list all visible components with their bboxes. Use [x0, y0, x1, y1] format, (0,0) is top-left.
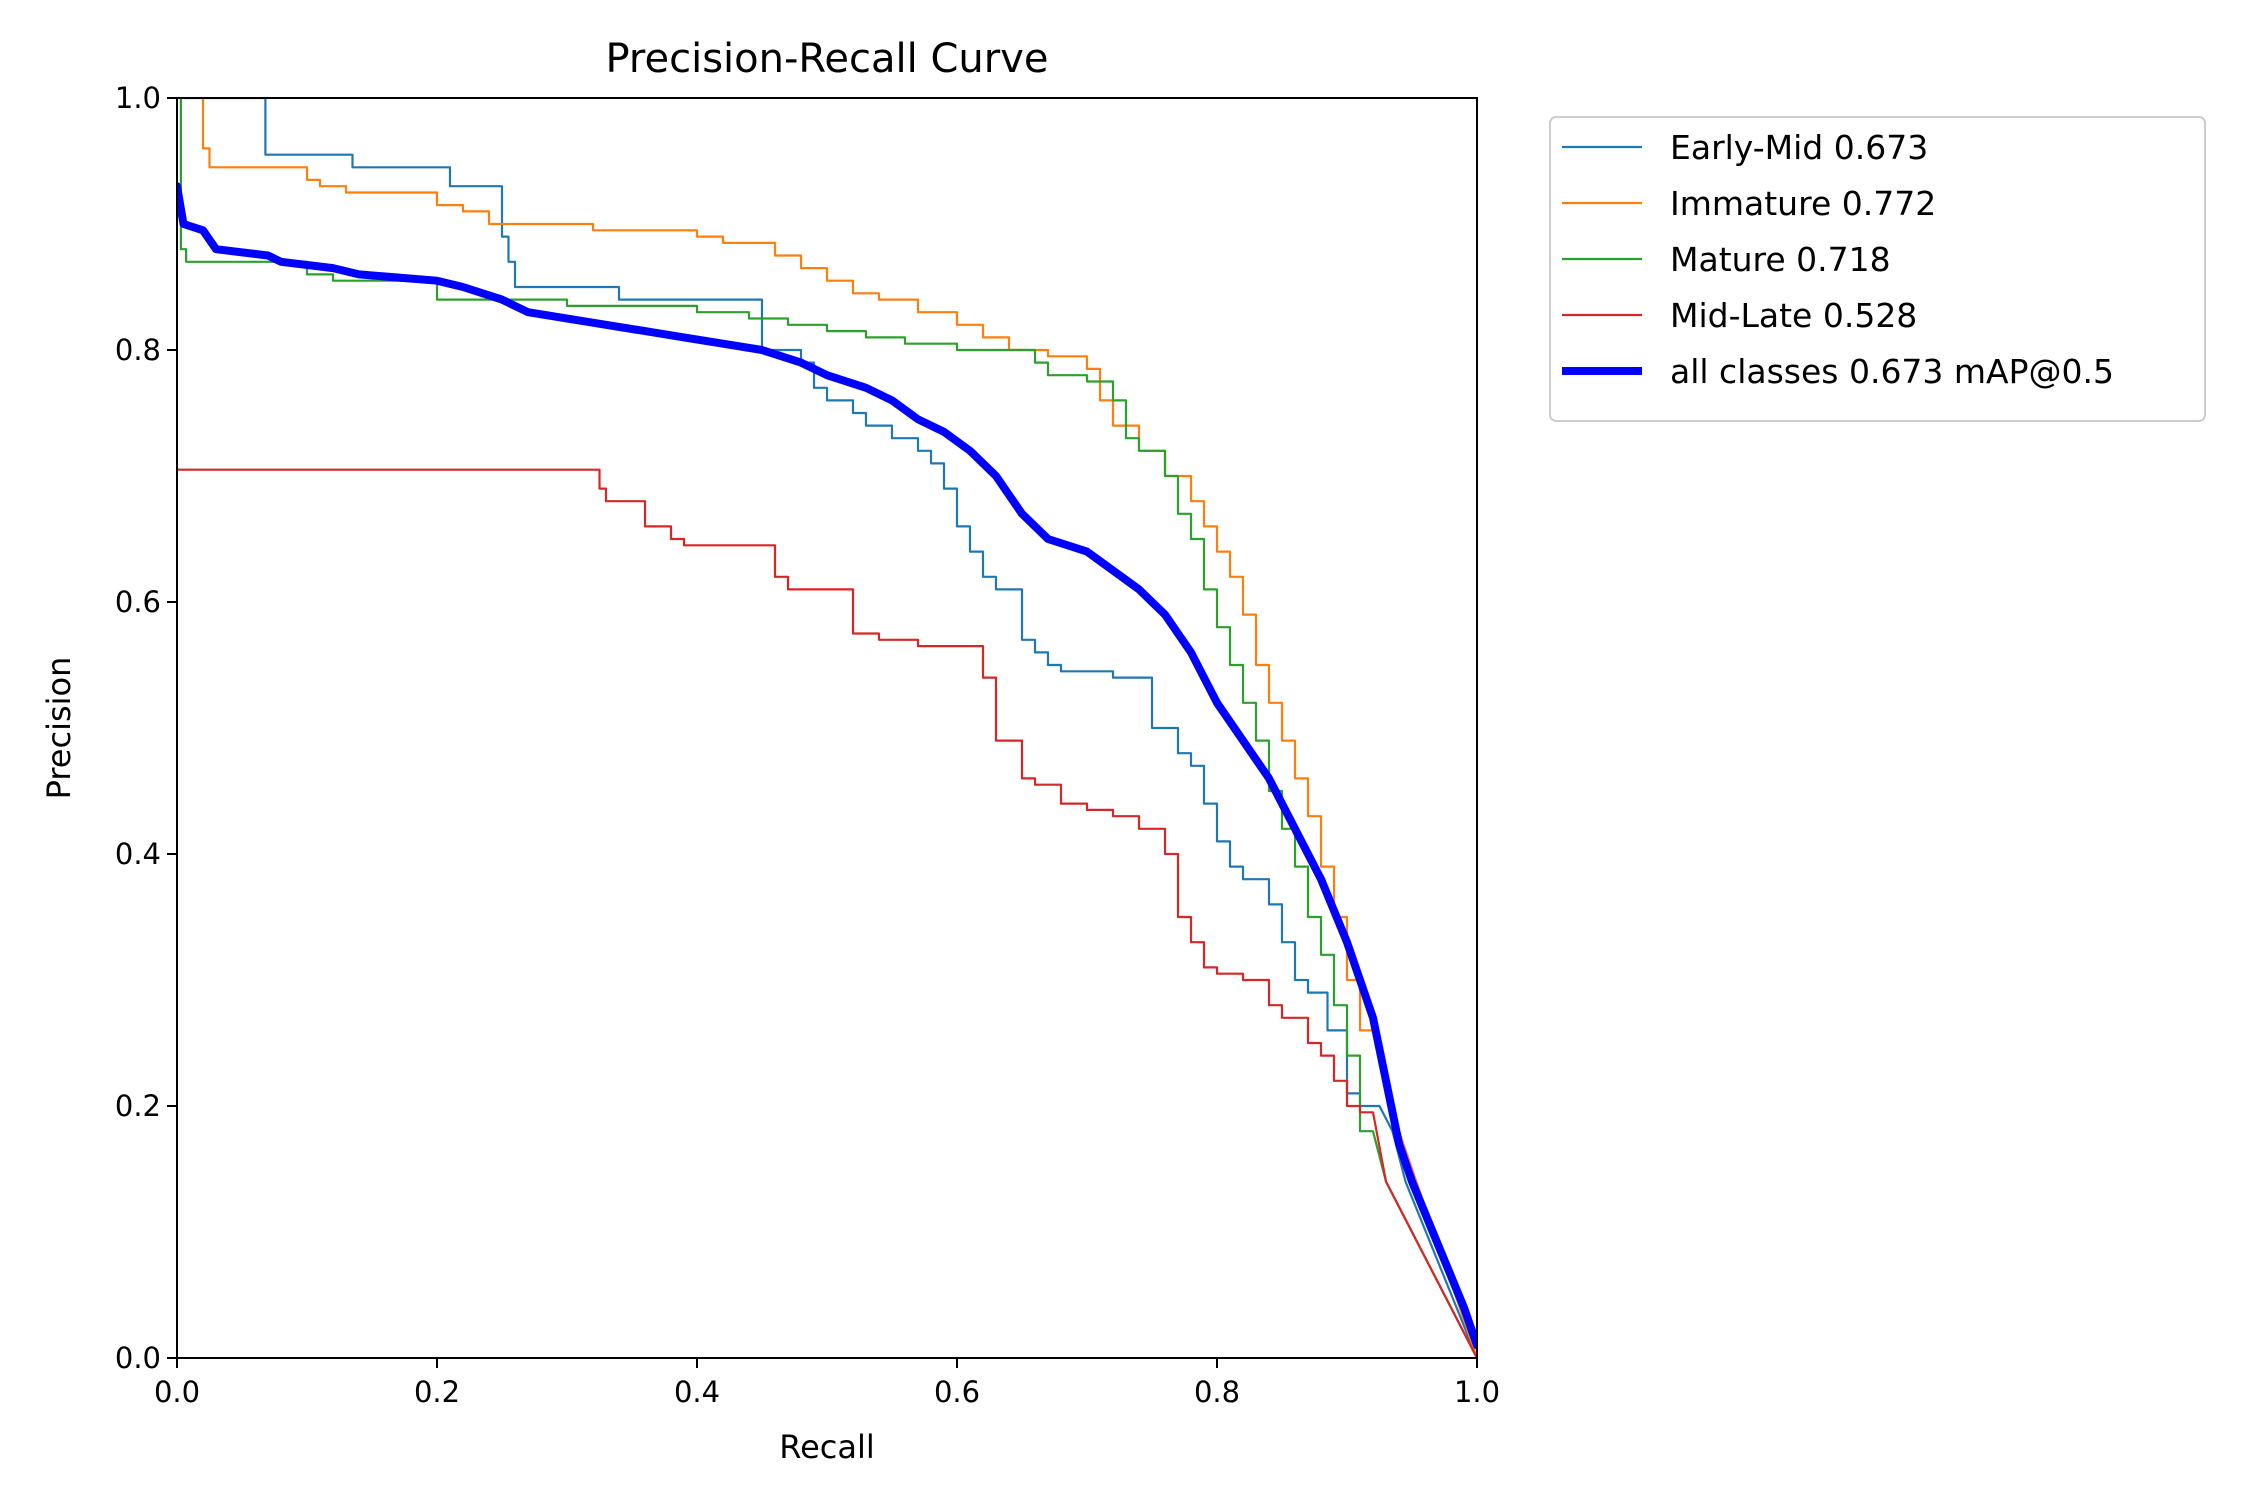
series-line-4 — [177, 182, 1477, 1350]
series-line-0 — [179, 98, 1477, 1358]
x-tick-label: 0.2 — [414, 1375, 460, 1409]
y-tick-label: 0.0 — [115, 1341, 161, 1375]
legend-entry: Mature 0.718 — [1670, 240, 1891, 279]
x-tick-label: 1.0 — [1454, 1375, 1500, 1409]
y-axis-ticks: 0.0 0.2 0.4 0.6 0.8 1.0 — [115, 81, 177, 1375]
y-tick-label: 0.8 — [115, 333, 161, 367]
x-tick-label: 0.4 — [674, 1375, 720, 1409]
series-layer — [177, 98, 1477, 1358]
legend-entry: Mid-Late 0.528 — [1670, 296, 1917, 335]
legend: Early-Mid 0.673 Immature 0.772 Mature 0.71… — [1549, 116, 2206, 422]
y-tick-label: 0.6 — [115, 585, 161, 619]
y-tick-label: 1.0 — [115, 81, 161, 115]
x-tick-label: 0.6 — [934, 1375, 980, 1409]
x-axis-label: Recall — [779, 1428, 874, 1466]
legend-entry: Early-Mid 0.673 — [1670, 128, 1928, 167]
x-axis-ticks: 0.0 0.2 0.4 0.6 0.8 1.0 — [154, 1358, 1500, 1409]
y-axis-label: Precision — [40, 657, 78, 800]
legend-box — [1549, 116, 2206, 422]
series-line-3 — [177, 468, 1477, 1358]
x-tick-label: 0.8 — [1194, 1375, 1240, 1409]
plot-frame — [176, 97, 1478, 1359]
x-tick-label: 0.0 — [154, 1375, 200, 1409]
legend-entry: all classes 0.673 mAP@0.5 — [1670, 352, 2114, 391]
chart-title: Precision-Recall Curve — [606, 36, 1049, 82]
y-tick-label: 0.4 — [115, 837, 161, 871]
legend-entry: Immature 0.772 — [1670, 184, 1936, 223]
series-line-2 — [179, 98, 1477, 1358]
y-tick-label: 0.2 — [115, 1089, 161, 1123]
series-line-1 — [201, 98, 1477, 1358]
